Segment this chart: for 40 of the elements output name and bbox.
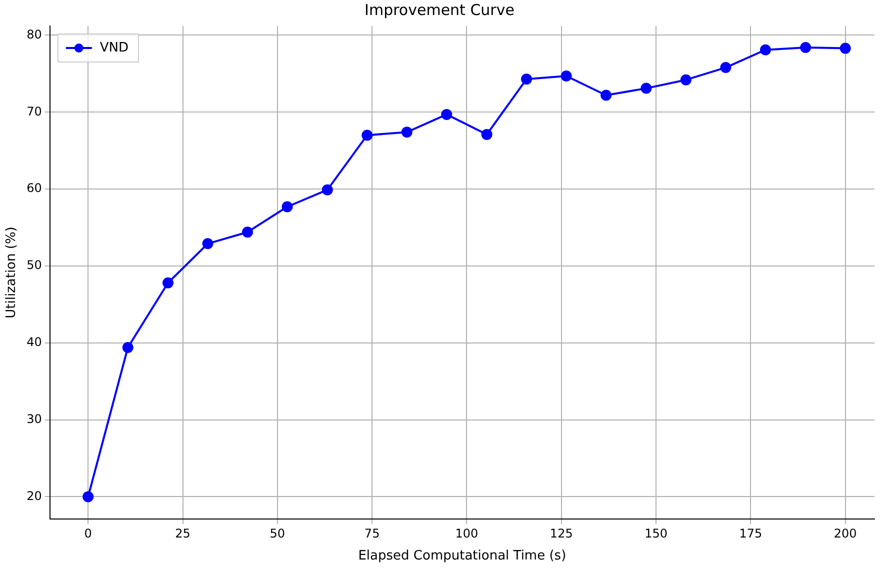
point (401, 126, 412, 138)
x-tick-label: 150 (644, 526, 668, 540)
point (800, 42, 812, 54)
point (322, 184, 333, 196)
point (720, 62, 732, 74)
y-tick-label: 50 (26, 258, 42, 272)
point (481, 128, 492, 140)
point (282, 201, 293, 212)
point (680, 74, 692, 86)
point (521, 74, 532, 85)
point (362, 130, 373, 141)
x-tick-label: 100 (455, 526, 478, 540)
point (202, 238, 214, 250)
point (242, 226, 254, 238)
y-tick-label: 80 (26, 27, 42, 42)
y-tick-label: 30 (26, 412, 42, 426)
y-tick-label: 70 (26, 104, 42, 118)
point (162, 277, 174, 288)
x-tick-label: 25 (175, 526, 190, 540)
y-tick-label: 20 (26, 488, 42, 503)
point (82, 491, 94, 502)
x-tick-label: 75 (364, 526, 380, 540)
point (441, 108, 452, 120)
point (560, 70, 572, 82)
chart-title: Improvement Curve (364, 0, 514, 19)
x-axis-title: Elapsed Computational Time (s) (358, 548, 566, 564)
x-tick-label: 0 (84, 526, 92, 540)
point (640, 82, 652, 94)
point (122, 342, 134, 353)
point (760, 44, 771, 56)
x-tick-label: 200 (834, 526, 857, 540)
point (840, 42, 851, 54)
y-tick-label: 60 (26, 181, 42, 196)
x-tick-label: 125 (550, 526, 573, 540)
point (600, 90, 612, 101)
legend-label: VND (100, 40, 129, 56)
x-tick-label: 175 (739, 526, 762, 540)
x-tick-label: 50 (270, 526, 286, 540)
y-axis-title: Utilization (%) (4, 226, 20, 318)
y-tick-label: 40 (26, 335, 42, 349)
